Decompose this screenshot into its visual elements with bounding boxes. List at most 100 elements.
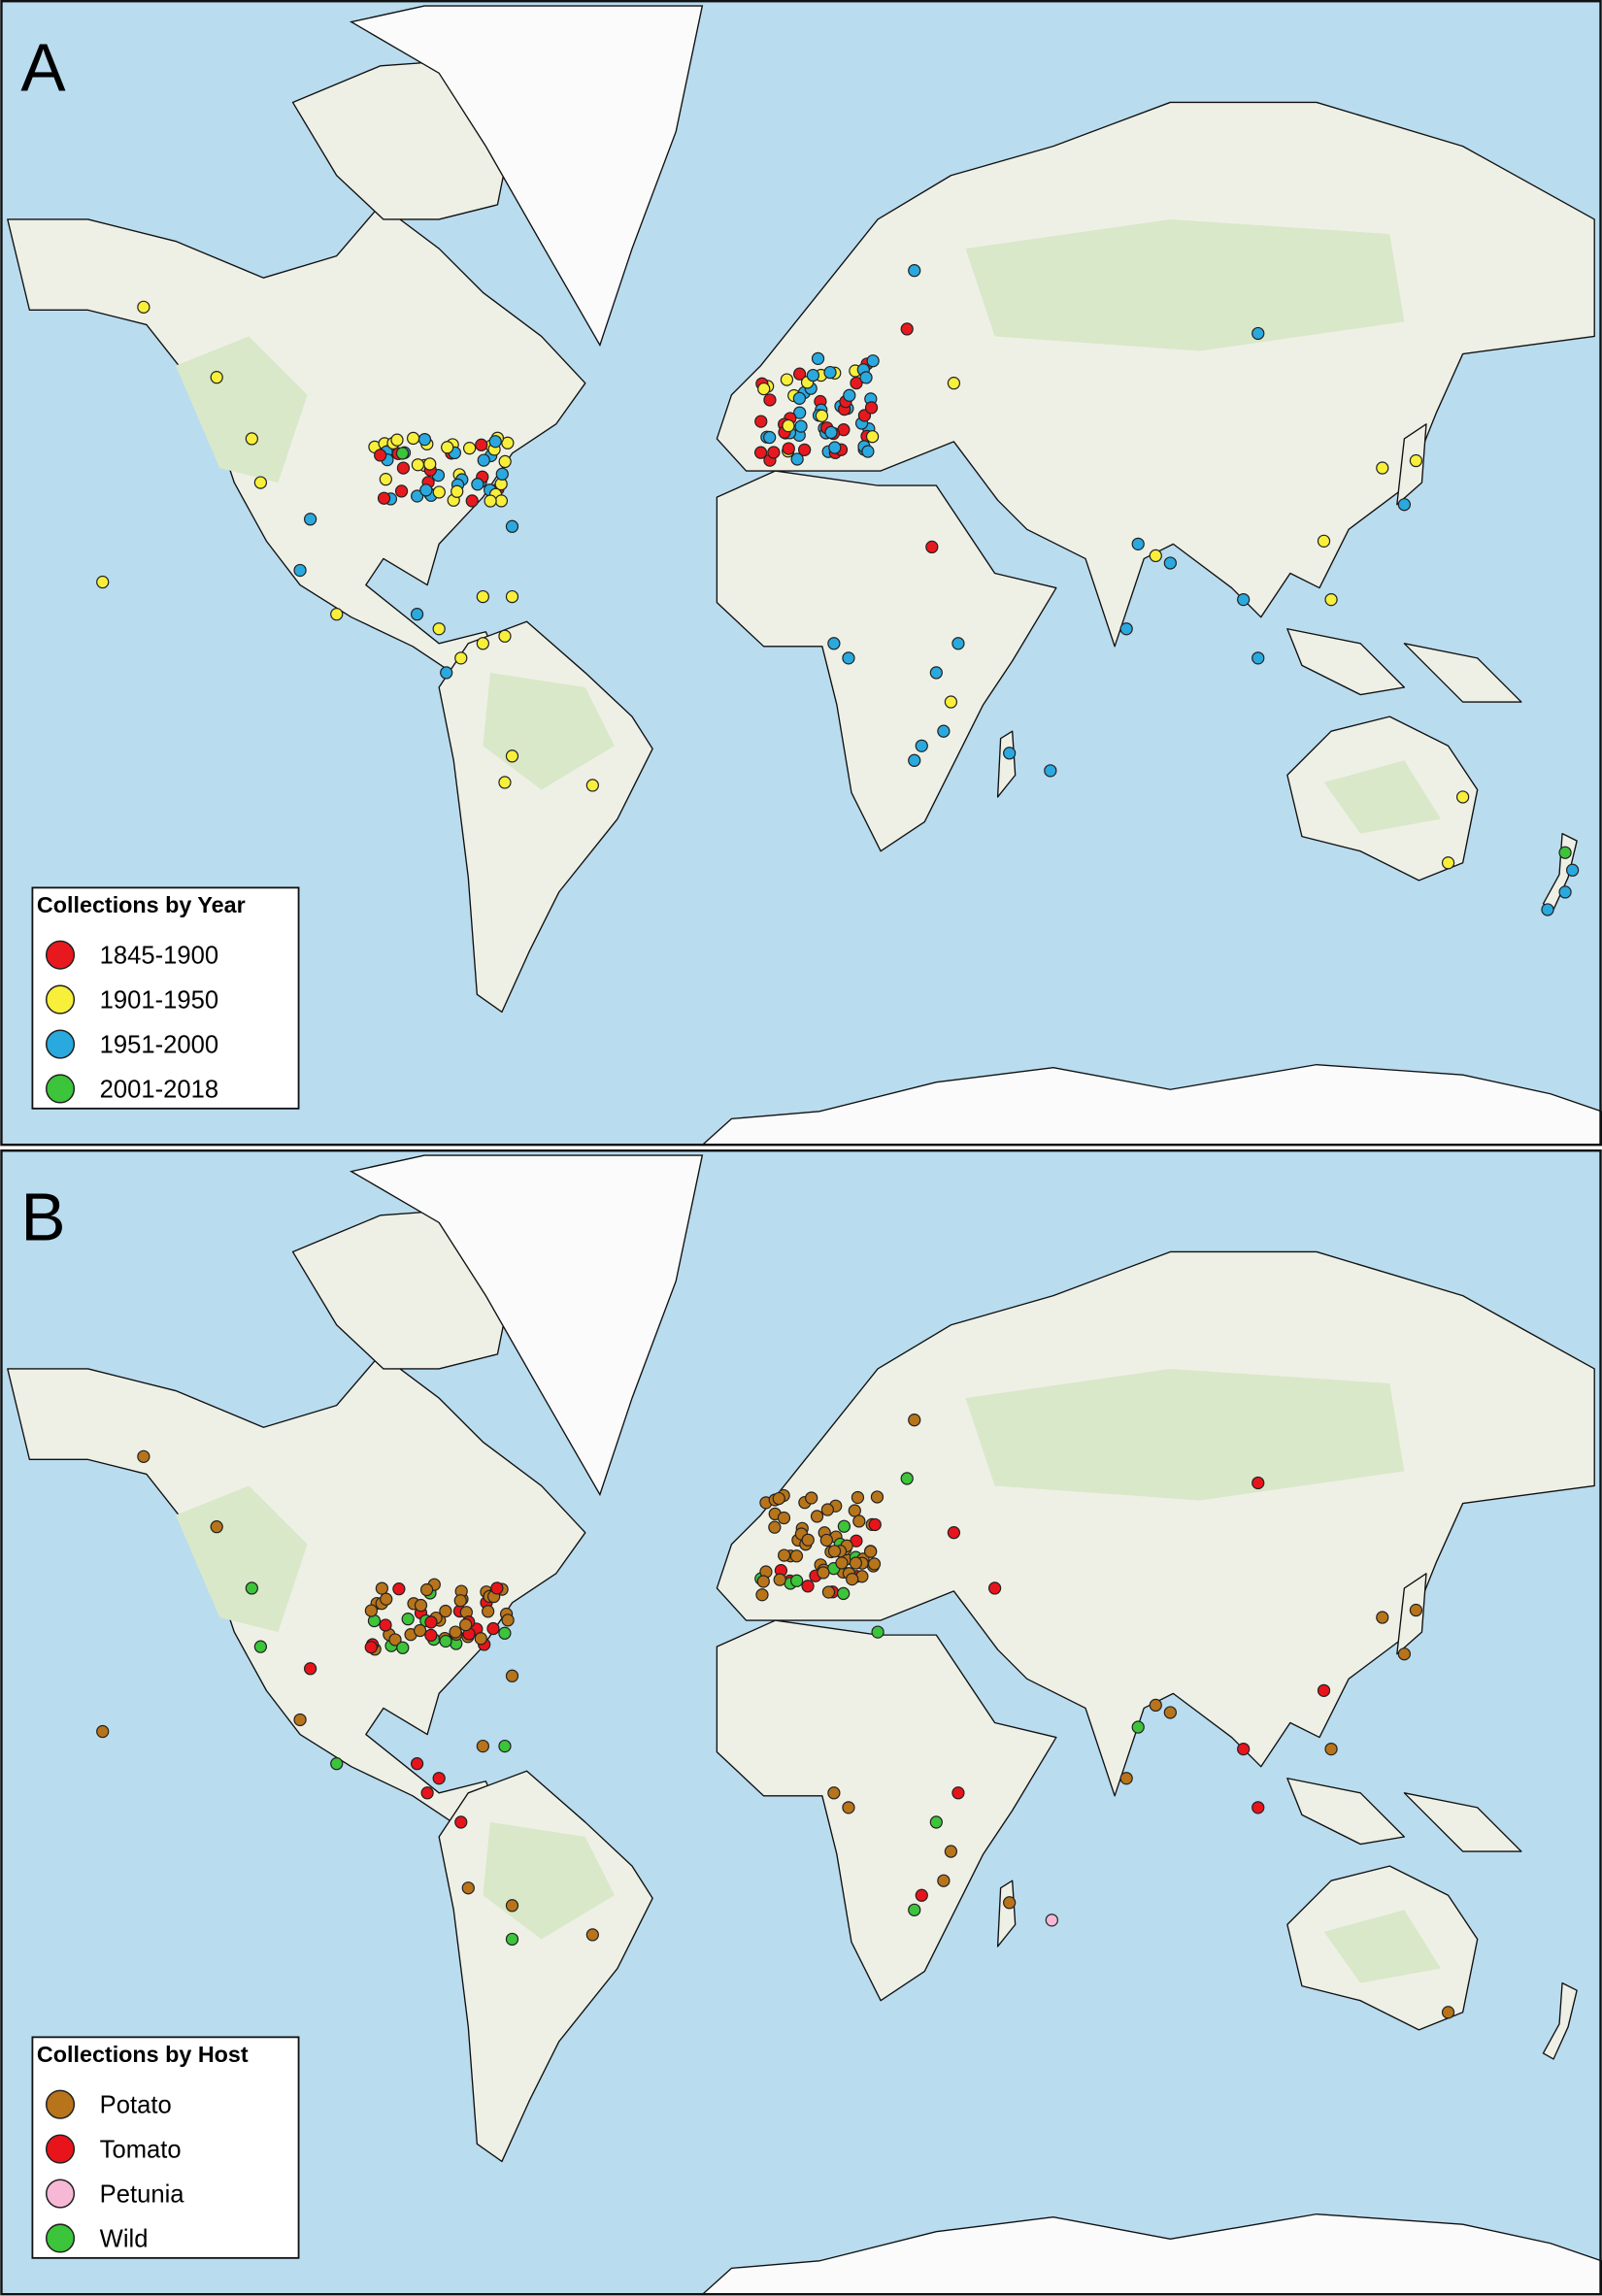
panel-border xyxy=(0,1149,1602,2296)
legend-swatch xyxy=(45,2223,76,2253)
legend-box xyxy=(31,2036,300,2259)
collection-point xyxy=(1252,326,1265,341)
collection-point xyxy=(476,637,489,650)
collection-point xyxy=(944,695,958,709)
collection-point xyxy=(828,441,842,454)
collection-point xyxy=(772,1491,785,1506)
collection-point xyxy=(929,666,943,680)
collection-point xyxy=(1441,856,1455,870)
collection-point xyxy=(1456,790,1470,804)
collection-point xyxy=(861,445,875,458)
collection-point xyxy=(937,724,951,738)
collection-point xyxy=(375,1581,389,1595)
collection-point xyxy=(810,1510,824,1523)
collection-point xyxy=(490,1581,504,1595)
collection-point xyxy=(1252,1801,1265,1814)
collection-point xyxy=(1376,461,1389,475)
collection-point xyxy=(870,1490,884,1504)
collection-point xyxy=(850,376,863,390)
collection-point xyxy=(459,1618,473,1632)
collection-point xyxy=(440,666,453,680)
collection-point xyxy=(1163,1706,1177,1719)
collection-point xyxy=(842,1801,855,1814)
collection-point xyxy=(377,491,391,505)
collection-point xyxy=(900,322,914,336)
collection-point xyxy=(754,415,768,428)
panel-label: A xyxy=(20,29,66,105)
collection-point xyxy=(852,1514,866,1528)
legend-label: Wild xyxy=(100,2226,149,2253)
collection-point xyxy=(947,377,961,390)
collection-point xyxy=(501,436,515,449)
collection-point xyxy=(498,629,512,643)
collection-point xyxy=(1045,1913,1058,1927)
collection-point xyxy=(944,1845,958,1858)
collection-point xyxy=(410,608,424,621)
collection-point xyxy=(792,391,807,405)
collection-point xyxy=(419,483,433,497)
legend-label: 2001-2018 xyxy=(100,1077,218,1104)
collection-point xyxy=(394,484,409,498)
collection-point xyxy=(379,1618,392,1632)
legend-swatch xyxy=(45,984,76,1015)
collection-point xyxy=(1044,764,1057,778)
collection-point xyxy=(864,1545,878,1558)
collection-point xyxy=(476,1739,489,1753)
collection-point xyxy=(1565,863,1580,877)
collection-point xyxy=(951,637,965,650)
collection-point xyxy=(817,1566,830,1580)
collection-point xyxy=(498,454,512,469)
collection-point xyxy=(767,446,781,459)
collection-point xyxy=(423,457,437,471)
collection-point xyxy=(798,443,812,456)
collection-point xyxy=(410,1757,424,1771)
collection-point xyxy=(374,449,387,462)
collection-point xyxy=(867,1557,882,1571)
collection-point xyxy=(330,608,344,621)
collection-point xyxy=(495,467,509,481)
collection-point xyxy=(417,432,432,447)
collection-point xyxy=(454,1815,468,1829)
collection-point xyxy=(210,1520,223,1534)
collection-point xyxy=(763,430,777,445)
collection-point xyxy=(1409,1603,1423,1617)
legend-swatch xyxy=(45,940,76,970)
collection-point xyxy=(801,1533,815,1547)
collection-point xyxy=(900,1472,914,1485)
collection-point xyxy=(1149,549,1162,563)
collection-point xyxy=(474,1632,487,1646)
collection-point xyxy=(364,1604,379,1617)
collection-point xyxy=(96,575,110,589)
collection-point xyxy=(476,589,489,604)
collection-point xyxy=(462,442,477,455)
collection-point xyxy=(137,1449,150,1463)
collection-point xyxy=(815,409,829,422)
collection-point xyxy=(790,452,804,466)
legend-label: 1845-1900 xyxy=(100,943,218,970)
legend-box xyxy=(31,886,300,1110)
collection-point xyxy=(303,1662,317,1676)
collection-point xyxy=(821,1585,836,1599)
collection-point xyxy=(505,1932,519,1947)
collection-point xyxy=(380,1592,393,1606)
collection-point xyxy=(805,1491,818,1505)
collection-point xyxy=(396,461,411,475)
collection-point xyxy=(392,1582,406,1596)
legend-swatch xyxy=(45,2179,76,2209)
collection-point xyxy=(1237,592,1251,607)
collection-point xyxy=(210,371,223,384)
collection-point xyxy=(849,1556,863,1570)
collection-point xyxy=(915,1888,928,1902)
collection-point xyxy=(915,739,928,752)
collection-point xyxy=(388,1633,402,1647)
collection-point xyxy=(1252,651,1265,665)
collection-point xyxy=(401,1613,415,1626)
collection-point xyxy=(449,1625,462,1639)
legend-swatch xyxy=(45,1029,76,1059)
collection-point xyxy=(395,447,410,460)
collection-point xyxy=(793,406,807,419)
collection-point xyxy=(245,432,258,446)
collection-point xyxy=(908,264,921,278)
collection-point xyxy=(413,1623,427,1638)
collection-point xyxy=(792,367,807,381)
